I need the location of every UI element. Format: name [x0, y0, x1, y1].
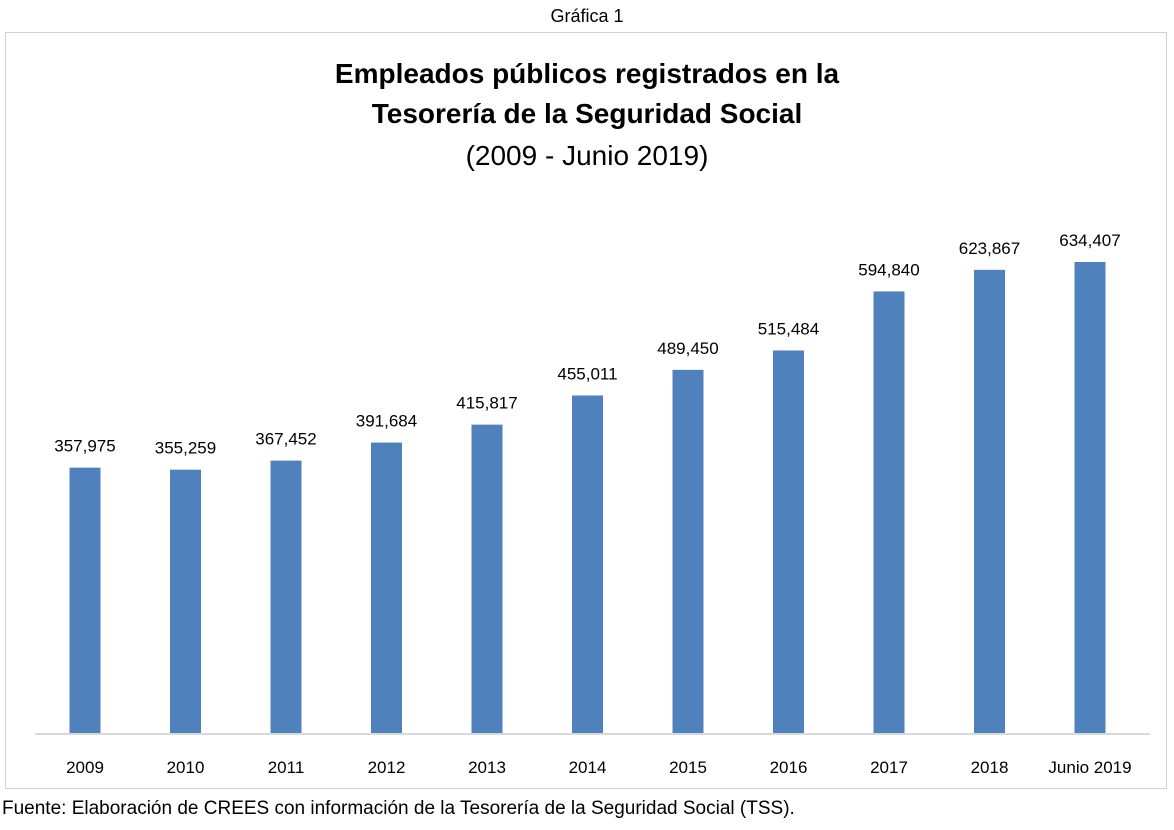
- bar: [672, 369, 704, 734]
- data-label: 515,484: [758, 319, 819, 338]
- data-label: 415,817: [456, 394, 517, 413]
- bar: [270, 460, 302, 734]
- chart-subtitle: (2009 - Junio 2019): [465, 140, 709, 171]
- x-tick-label: 2014: [569, 758, 607, 777]
- data-label: 355,259: [155, 439, 216, 458]
- data-label: 594,840: [858, 260, 919, 279]
- bar: [572, 395, 603, 734]
- data-label: 391,684: [356, 412, 417, 431]
- data-label: 634,407: [1059, 231, 1120, 250]
- x-tick-label: 2017: [870, 758, 908, 777]
- data-label: 367,452: [255, 430, 316, 449]
- x-tick-label: 2018: [971, 758, 1009, 777]
- bar: [873, 291, 905, 734]
- source-note: Fuente: Elaboración de CREES con informa…: [2, 798, 795, 819]
- chart-title-line-1: Empleados públicos registrados en la: [334, 58, 840, 89]
- bar: [69, 467, 101, 734]
- bar: [471, 424, 503, 734]
- data-label: 623,867: [959, 239, 1020, 258]
- bar: [773, 350, 804, 734]
- x-tick-label: 2013: [468, 758, 506, 777]
- data-label: 357,975: [54, 437, 115, 456]
- bar: [170, 469, 201, 734]
- chart-frame: [5, 32, 1167, 789]
- data-label: 489,450: [657, 339, 718, 358]
- x-tick-label: 2009: [66, 758, 104, 777]
- chart-title-line-2: Tesorería de la Seguridad Social: [371, 98, 803, 129]
- x-tick-label: 2015: [669, 758, 707, 777]
- x-tick-label: 2011: [268, 758, 305, 777]
- bar: [371, 442, 402, 734]
- x-tick-label: 2010: [167, 758, 205, 777]
- bar: [974, 269, 1005, 734]
- figure-caption: Gráfica 1: [550, 6, 624, 26]
- bar: [1074, 262, 1106, 734]
- data-label: 455,011: [557, 364, 617, 383]
- x-tick-label: Junio 2019: [1048, 758, 1131, 777]
- x-tick-label: 2012: [368, 758, 406, 777]
- x-tick-label: 2016: [770, 758, 808, 777]
